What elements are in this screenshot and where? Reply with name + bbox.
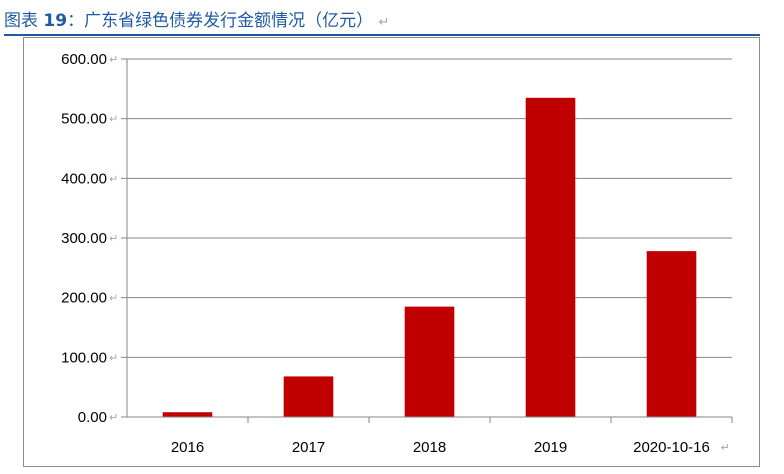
x-tick-label: 2019 [534, 439, 567, 456]
x-tick-label: 2017 [292, 439, 325, 456]
tick-labels: 0.00 ↵100.00 ↵200.00 ↵300.00 ↵400.00 ↵500.00 ↵… [61, 51, 730, 456]
figure-title-text: ：广东省绿色债券发行金额情况（亿元） [67, 11, 374, 31]
return-mark-icon: ↵ [109, 351, 118, 364]
figure-title: 图表 19：广东省绿色债券发行金额情况（亿元） ↵ [4, 6, 389, 31]
y-tick-label: 100.00 [61, 349, 107, 366]
y-tick-label: 200.00 [61, 290, 107, 307]
x-tick-label: 2018 [413, 439, 446, 456]
return-mark-icon: ↵ [378, 15, 390, 30]
bar [283, 376, 334, 417]
return-mark-icon: ↵ [109, 411, 118, 424]
gridlines [127, 58, 732, 358]
return-mark-icon: ↵ [109, 172, 118, 185]
bars [162, 97, 697, 418]
return-mark-icon: ↵ [109, 53, 118, 66]
bar [404, 306, 455, 417]
y-tick-label: 300.00 [61, 230, 107, 247]
figure-title-prefix: 图表 [4, 11, 38, 31]
return-mark-icon: ↵ [109, 113, 118, 126]
x-tick-label: 2016 [171, 439, 204, 456]
y-tick-label: 500.00 [61, 111, 107, 128]
y-tick-label: 400.00 [61, 170, 107, 187]
y-tick-label: 600.00 [61, 51, 107, 68]
figure-number: 19 [43, 11, 68, 31]
bar [646, 251, 697, 417]
y-tick-label: 0.00 [78, 409, 107, 426]
return-mark-icon: ↵ [721, 441, 730, 454]
bar [525, 97, 576, 418]
x-tick-label: 2020-10-16 [633, 439, 710, 456]
return-mark-icon: ↵ [109, 292, 118, 305]
title-underline [4, 34, 760, 36]
bar [162, 412, 213, 417]
return-mark-icon: ↵ [109, 232, 118, 245]
axes [121, 58, 733, 423]
chart-frame [23, 37, 760, 467]
